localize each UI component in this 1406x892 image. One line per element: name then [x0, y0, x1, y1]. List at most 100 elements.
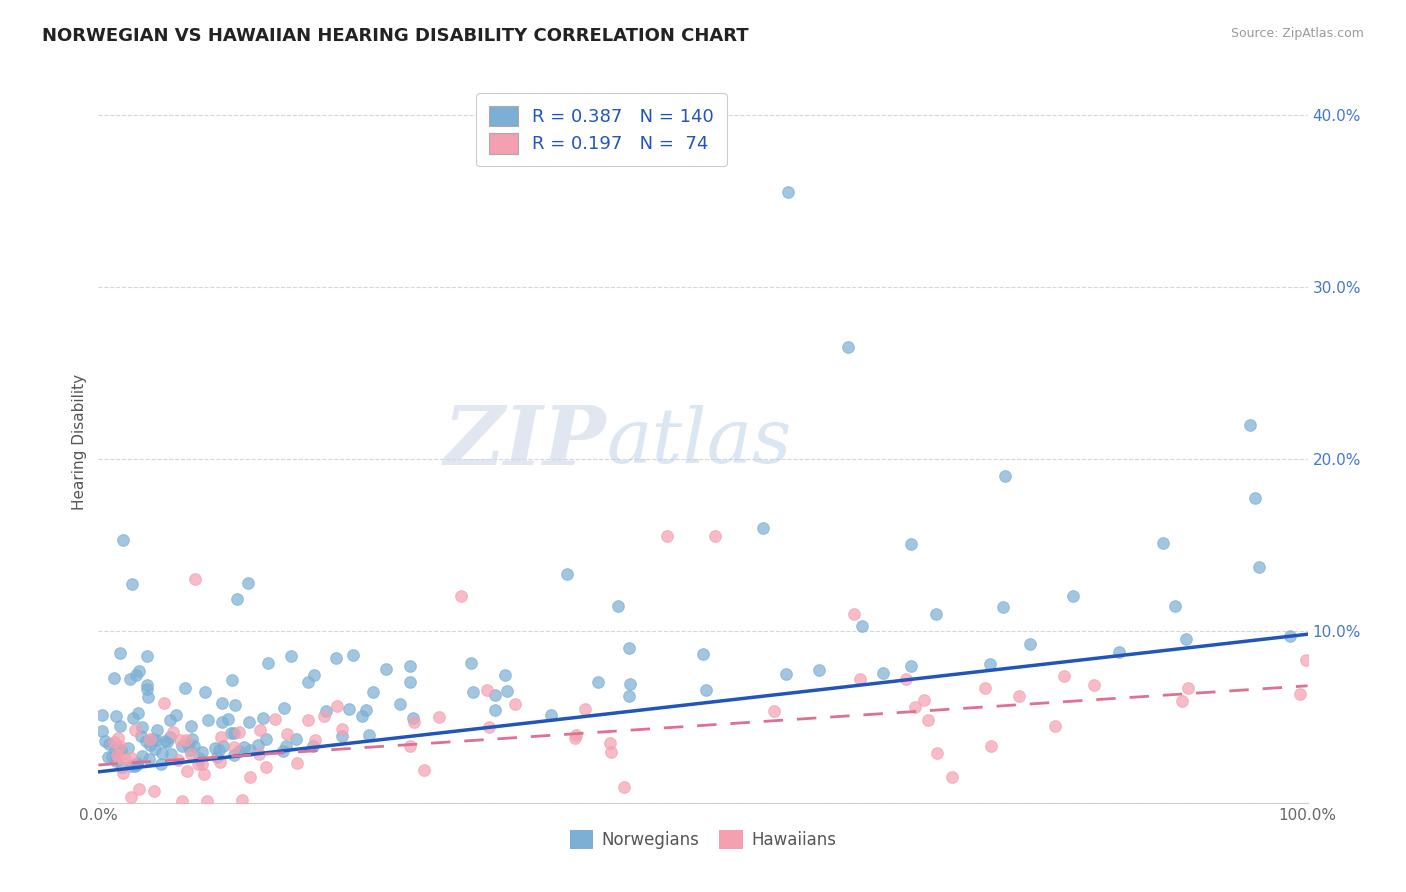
Point	[97, 750, 120, 764]
Point	[136, 678, 159, 692]
Point	[107, 731, 129, 745]
Point	[204, 741, 226, 756]
Point	[1043, 719, 1066, 733]
Point	[124, 757, 146, 772]
Point	[160, 747, 183, 762]
Point	[228, 725, 250, 739]
Point	[555, 567, 578, 582]
Point	[159, 730, 181, 744]
Point	[128, 665, 150, 679]
Point	[107, 743, 129, 757]
Point	[187, 756, 209, 771]
Point	[285, 756, 308, 771]
Point	[912, 693, 935, 707]
Point	[574, 702, 596, 716]
Point	[655, 529, 678, 543]
Point	[120, 789, 142, 804]
Point	[145, 733, 167, 747]
Point	[167, 753, 190, 767]
Point	[236, 576, 259, 591]
Point	[974, 681, 997, 695]
Point	[135, 734, 157, 748]
Point	[540, 708, 562, 723]
Point	[209, 730, 232, 744]
Point	[122, 711, 145, 725]
Point	[233, 740, 256, 755]
Point	[231, 792, 253, 806]
Point	[1244, 491, 1267, 506]
Point	[222, 725, 245, 739]
Point	[273, 701, 295, 715]
Point	[114, 751, 136, 765]
Point	[225, 592, 247, 607]
Point	[221, 673, 243, 687]
Point	[179, 742, 201, 756]
Point	[228, 744, 250, 758]
Point	[613, 780, 636, 794]
Point	[176, 764, 198, 779]
Point	[1239, 417, 1261, 432]
Point	[762, 704, 785, 718]
Point	[138, 752, 160, 766]
Point	[128, 782, 150, 797]
Point	[138, 738, 160, 752]
Point	[848, 672, 870, 686]
Point	[274, 739, 297, 753]
Point	[565, 728, 588, 742]
Point	[1152, 535, 1174, 549]
Point	[101, 749, 124, 764]
Text: NORWEGIAN VS HAWAIIAN HEARING DISABILITY CORRELATION CHART: NORWEGIAN VS HAWAIIAN HEARING DISABILITY…	[42, 27, 749, 45]
Point	[695, 682, 717, 697]
Point	[402, 715, 425, 730]
Point	[389, 697, 412, 711]
Point	[108, 719, 131, 733]
Point	[105, 747, 128, 762]
Point	[91, 708, 114, 723]
Point	[124, 758, 146, 772]
Point	[105, 754, 128, 768]
Point	[252, 711, 274, 725]
Text: atlas: atlas	[606, 405, 792, 478]
Point	[980, 739, 1002, 753]
Point	[127, 706, 149, 720]
Point	[131, 720, 153, 734]
Point	[108, 751, 131, 765]
Point	[194, 685, 217, 699]
Point	[222, 747, 245, 762]
Point	[150, 757, 173, 772]
Text: ZIP: ZIP	[444, 401, 606, 482]
Point	[136, 649, 159, 664]
Point	[212, 739, 235, 754]
Point	[399, 739, 422, 753]
Point	[494, 668, 516, 682]
Point	[564, 731, 586, 746]
Point	[124, 723, 146, 738]
Point	[117, 741, 139, 756]
Point	[478, 720, 501, 734]
Point	[127, 756, 149, 770]
Point	[120, 759, 142, 773]
Point	[121, 577, 143, 591]
Point	[159, 713, 181, 727]
Point	[136, 682, 159, 697]
Point	[165, 708, 187, 723]
Point	[752, 520, 775, 534]
Point	[1170, 694, 1192, 708]
Point	[399, 658, 422, 673]
Point	[191, 756, 214, 771]
Point	[191, 745, 214, 759]
Point	[208, 743, 231, 757]
Point	[484, 689, 506, 703]
Legend: Norwegians, Hawaiians: Norwegians, Hawaiians	[564, 823, 842, 856]
Point	[297, 674, 319, 689]
Point	[339, 702, 361, 716]
Point	[588, 675, 610, 690]
Point	[180, 718, 202, 732]
Point	[129, 729, 152, 743]
Point	[156, 734, 179, 748]
Point	[619, 677, 641, 691]
Point	[304, 733, 326, 747]
Point	[1083, 678, 1105, 692]
Point	[263, 712, 285, 726]
Point	[169, 733, 191, 747]
